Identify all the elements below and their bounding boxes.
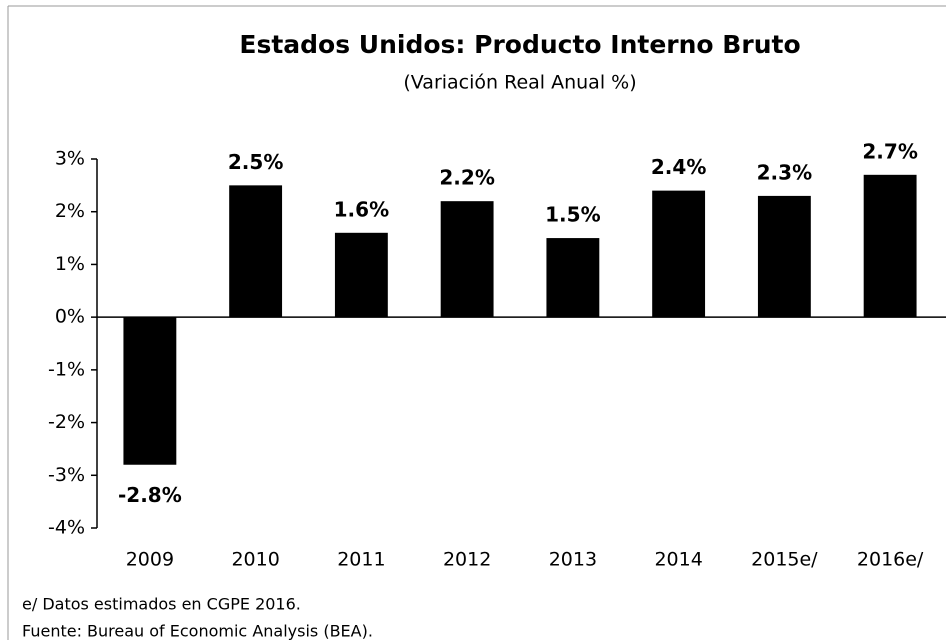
y-tick-label: 0%: [55, 306, 85, 328]
x-tick-label: 2012: [443, 549, 491, 571]
x-tick-label: 2013: [549, 549, 597, 571]
y-tick-label: 3%: [55, 148, 85, 170]
value-label: 2.3%: [757, 160, 812, 184]
chart-subtitle: (Variación Real Anual %): [403, 72, 636, 94]
y-tick-label: 2%: [55, 200, 85, 222]
x-tick-label: 2011: [337, 549, 385, 571]
value-label: 2.4%: [651, 155, 706, 179]
y-tick-label: -4%: [48, 517, 85, 539]
value-label: 1.5%: [545, 203, 600, 227]
value-label: 1.6%: [334, 197, 389, 221]
y-tick-label: -1%: [48, 358, 85, 380]
footnote: Fuente: Bureau of Economic Analysis (BEA…: [22, 622, 373, 640]
bar: [546, 238, 600, 318]
bar: [334, 232, 388, 318]
footnote: e/ Datos estimados en CGPE 2016.: [22, 595, 301, 614]
y-tick-label: -3%: [48, 464, 85, 486]
x-tick-label: 2009: [126, 549, 174, 571]
x-tick-label: 2015e/: [751, 549, 818, 571]
bar: [229, 185, 283, 318]
bar: [652, 190, 706, 318]
x-tick-label: 2014: [654, 549, 702, 571]
value-label: 2.7%: [862, 139, 917, 163]
value-label: 2.2%: [439, 166, 494, 190]
value-label: 2.5%: [228, 150, 283, 174]
bar: [440, 201, 494, 318]
bar: [123, 317, 177, 465]
value-label: -2.8%: [118, 483, 182, 507]
y-tick-label: -2%: [48, 411, 85, 433]
bar: [757, 195, 811, 318]
x-tick-label: 2016e/: [857, 549, 924, 571]
y-tick-label: 1%: [55, 253, 85, 275]
bar: [863, 174, 917, 318]
chart-title: Estados Unidos: Producto Interno Bruto: [239, 30, 800, 59]
x-tick-label: 2010: [231, 549, 279, 571]
